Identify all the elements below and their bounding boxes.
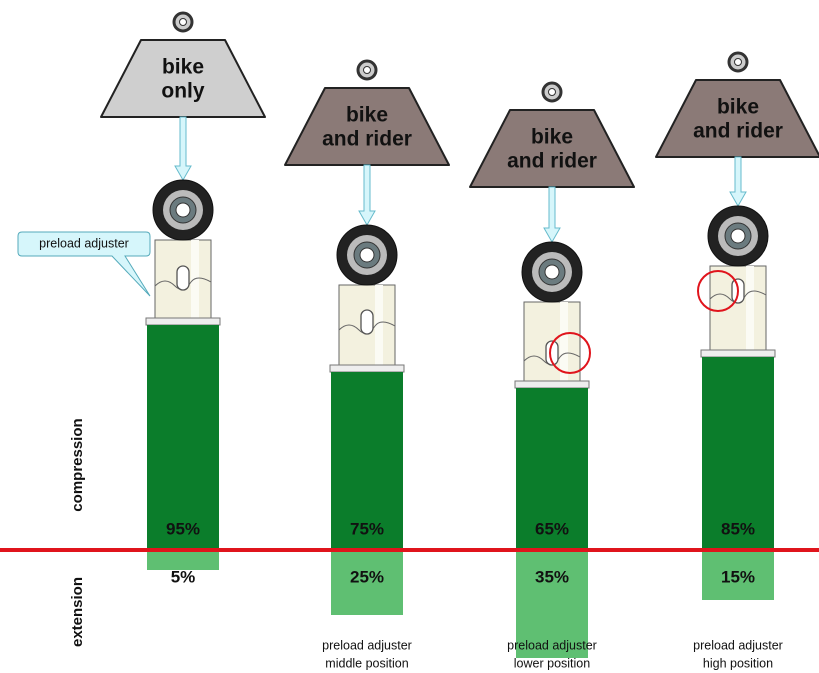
caption: lower position xyxy=(514,656,590,670)
extension-bar xyxy=(331,550,403,615)
compression-bar xyxy=(147,325,219,550)
caption: high position xyxy=(703,656,773,670)
compression-value: 95% xyxy=(166,519,200,538)
arrow xyxy=(358,164,376,227)
caption: preload adjuster xyxy=(693,638,783,652)
caption: middle position xyxy=(325,656,408,670)
extension-value: 35% xyxy=(535,567,569,586)
extension-value: 15% xyxy=(721,567,755,586)
extension-value: 25% xyxy=(350,567,384,586)
weight-label: and rider xyxy=(322,128,412,151)
cap-plate xyxy=(514,380,590,389)
compression-value: 75% xyxy=(350,519,384,538)
eye-hole xyxy=(730,228,746,244)
hook-hole xyxy=(734,58,742,66)
cap-plate xyxy=(700,349,776,358)
cap-plate xyxy=(329,364,405,373)
weight xyxy=(284,87,450,166)
extension-bar xyxy=(516,550,588,658)
compression-bar xyxy=(702,357,774,550)
hook-hole xyxy=(548,88,556,96)
highlight-ring xyxy=(697,270,739,312)
eye-hole xyxy=(359,247,375,263)
shock-shade xyxy=(560,302,568,381)
arrow xyxy=(174,116,192,182)
weight-label: bike xyxy=(531,126,573,149)
eye-hole xyxy=(175,202,191,218)
extension-bar xyxy=(147,550,219,570)
adjuster-slot xyxy=(545,340,559,366)
weight-label: and rider xyxy=(507,150,597,173)
weight-label: bike xyxy=(346,104,388,127)
weight xyxy=(655,79,819,158)
weight-label: bike xyxy=(717,96,759,119)
hook-hole xyxy=(363,66,371,74)
weight-label: bike xyxy=(162,56,204,79)
extension-label: extension xyxy=(69,577,86,647)
extension-value: 5% xyxy=(171,567,196,586)
extension-bar xyxy=(702,550,774,600)
compression-value: 65% xyxy=(535,519,569,538)
weight xyxy=(100,39,266,118)
caption: preload adjuster xyxy=(507,638,597,652)
weight xyxy=(469,109,635,188)
caption: preload adjuster xyxy=(322,638,412,652)
hook-hole xyxy=(179,18,187,26)
compression-bar xyxy=(516,388,588,550)
shock-shade xyxy=(746,266,754,350)
compression-value: 85% xyxy=(721,519,755,538)
cap-plate xyxy=(145,317,221,326)
compression-label: compression xyxy=(69,418,86,511)
highlight-ring xyxy=(549,332,591,374)
callout-box xyxy=(17,231,151,297)
shock-shade xyxy=(375,285,383,365)
arrow xyxy=(729,156,747,208)
adjuster-slot xyxy=(176,265,190,291)
arrow xyxy=(543,186,561,244)
callout-text: preload adjuster xyxy=(39,236,129,250)
weight-label: and rider xyxy=(693,120,783,143)
compression-bar xyxy=(331,372,403,550)
eye-hole xyxy=(544,264,560,280)
weight-label: only xyxy=(161,80,204,103)
adjuster-slot xyxy=(360,309,374,335)
